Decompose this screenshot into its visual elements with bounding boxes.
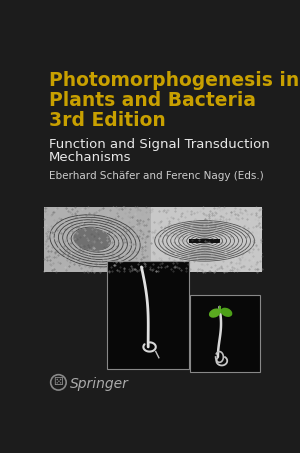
Text: Eberhard Schäfer and Ferenc Nagy (Eds.): Eberhard Schäfer and Ferenc Nagy (Eds.) xyxy=(49,171,264,181)
Bar xyxy=(107,261,189,369)
Text: ⚄: ⚄ xyxy=(54,377,63,387)
Bar xyxy=(44,207,151,272)
Text: Photomorphogenesis in: Photomorphogenesis in xyxy=(49,71,299,90)
Ellipse shape xyxy=(220,308,232,317)
Bar xyxy=(189,239,220,243)
Text: Springer: Springer xyxy=(70,377,129,391)
Bar xyxy=(152,207,262,272)
Bar xyxy=(190,295,260,372)
Text: Plants and Bacteria: Plants and Bacteria xyxy=(49,92,256,111)
Text: Function and Signal Transduction: Function and Signal Transduction xyxy=(49,138,270,150)
Ellipse shape xyxy=(73,228,110,251)
Text: Mechanisms: Mechanisms xyxy=(49,150,132,164)
Text: 3rd Edition: 3rd Edition xyxy=(49,111,166,130)
Ellipse shape xyxy=(209,308,221,318)
